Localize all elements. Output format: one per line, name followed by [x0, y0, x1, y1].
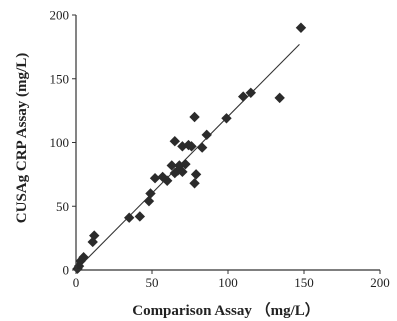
data-point — [190, 169, 202, 180]
data-point — [186, 141, 197, 152]
data-point — [78, 252, 89, 263]
data-points — [72, 22, 307, 274]
y-tick-label: 0 — [63, 263, 70, 278]
x-tick-label: 150 — [294, 275, 314, 290]
data-point — [124, 212, 135, 223]
data-point — [189, 178, 200, 189]
tick-labels: 0 50 100 150 200 0 50 100 150 200 — [50, 8, 390, 291]
data-point — [238, 91, 249, 102]
x-tick-label: 200 — [370, 275, 390, 290]
data-point — [274, 92, 285, 104]
regression-line — [75, 43, 300, 271]
data-point — [134, 211, 146, 222]
data-point — [166, 160, 177, 171]
x-axis-title: Comparison Assay （mg/L） — [132, 301, 320, 319]
x-tick-label: 50 — [146, 275, 159, 290]
y-tick-label: 150 — [50, 71, 70, 86]
data-point — [162, 175, 173, 186]
data-point — [196, 142, 208, 153]
data-point — [180, 158, 191, 170]
data-point — [169, 136, 180, 147]
y-axis-title: CUSAg CRP Assay (mg/L) — [14, 53, 30, 223]
fit-line-layer — [75, 43, 300, 271]
data-point — [201, 129, 212, 141]
data-point — [295, 22, 307, 33]
x-tick-label: 0 — [73, 275, 80, 290]
data-point — [75, 255, 86, 267]
data-point — [245, 87, 256, 98]
data-point — [189, 111, 200, 123]
data-point — [221, 113, 232, 124]
data-point — [89, 230, 100, 241]
data-point — [145, 188, 156, 199]
x-tick-label: 100 — [218, 275, 238, 290]
data-point — [149, 173, 161, 184]
data-point — [143, 195, 155, 207]
data-point — [177, 166, 188, 178]
y-tick-label: 100 — [50, 135, 70, 150]
y-tick-label: 200 — [50, 8, 70, 23]
y-tick-label: 50 — [56, 199, 69, 214]
axes — [72, 14, 381, 274]
